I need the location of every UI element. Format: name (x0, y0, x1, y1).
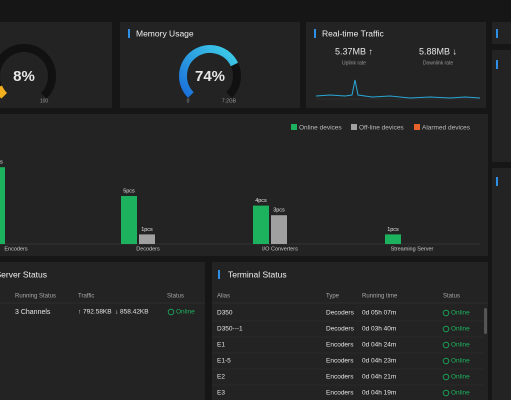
bar-label: 8pcs (0, 160, 3, 166)
status-icon (442, 341, 450, 349)
memory-panel (120, 22, 300, 108)
bar (385, 234, 401, 244)
column-header: Running time (362, 294, 398, 300)
status-icon (442, 357, 450, 365)
cell: E3 (217, 390, 225, 397)
gauge-track (0, 44, 56, 99)
cell: D350---1 (217, 326, 243, 333)
accent (314, 29, 316, 38)
uplink: 5.37MB ↑ (335, 46, 373, 56)
category-label: Streaming Server (391, 246, 434, 252)
memory-gauge (179, 45, 239, 98)
traffic-sparkline (315, 79, 481, 99)
status: Online (451, 342, 470, 349)
terminal-title: Terminal Status (228, 269, 287, 279)
legend-swatch (291, 124, 297, 130)
traffic-panel (306, 22, 486, 108)
category-label: I/O Converters (262, 246, 298, 252)
cpu-gauge (0, 85, 8, 99)
bar (253, 205, 269, 244)
cell: Decoders (326, 310, 355, 317)
cpu-label: 8% (13, 68, 35, 85)
side-panel (492, 50, 511, 162)
downlink-label: Downlink rate (423, 60, 454, 66)
status-icon (442, 325, 450, 333)
bar-label: 4pcs (255, 198, 267, 204)
cell: Encoders (326, 390, 354, 397)
legend-swatch (414, 124, 420, 130)
status: Online (451, 374, 470, 381)
bar-label: 1pcs (141, 227, 153, 233)
status-icon (167, 308, 175, 316)
media-panel (0, 262, 205, 400)
legend-swatch (351, 124, 357, 130)
cell: 3 Channels (15, 309, 51, 316)
downlink: 5.88MB ↓ (419, 46, 457, 56)
cell: ↑ 792.58KB (78, 309, 112, 316)
cell: 0d 04h 24m (362, 342, 396, 349)
bar (121, 196, 137, 244)
status: Online (451, 326, 470, 333)
legend-label: Alarmed devices (422, 125, 471, 132)
media-title: Media Server Status (0, 269, 47, 279)
column-header: Type (326, 294, 340, 300)
status: Online (176, 309, 195, 316)
accent (496, 60, 498, 69)
scrollbar[interactable] (484, 308, 487, 334)
bar (139, 234, 155, 244)
category-label: Encoders (4, 246, 27, 252)
cell: E1-5 (217, 358, 231, 365)
accent (496, 29, 498, 38)
memory-label: 74% (195, 68, 225, 85)
side-panel (492, 22, 511, 44)
bar (0, 167, 5, 244)
legend-label: Off-line devices (359, 125, 404, 132)
cell: 0d 04h 23m (362, 358, 396, 365)
side-panel (492, 168, 511, 400)
cell: 0d 03h 40m (362, 326, 396, 333)
status: Online (451, 358, 470, 365)
column-header: Traffic (78, 294, 94, 300)
cell: Decoders (326, 326, 355, 333)
cell: Encoders (326, 374, 354, 381)
status-icon (442, 389, 450, 397)
cell: 0d 05h 07m (362, 310, 396, 317)
accent (128, 29, 130, 38)
cell: D350 (217, 310, 233, 317)
cell: E1 (217, 342, 225, 349)
cell: 0d 04h 21m (362, 374, 396, 381)
memory-max: 7.2GB (222, 98, 237, 104)
column-header: Status (167, 294, 184, 300)
status: Online (451, 390, 470, 397)
status-icon (442, 309, 450, 317)
terminal-panel (212, 262, 488, 400)
cell: Encoders (326, 358, 354, 365)
status: Online (451, 310, 470, 317)
column-header: Status (443, 294, 460, 300)
bar-label: 5pcs (123, 188, 135, 194)
accent (496, 177, 498, 186)
legend-label: Online devices (299, 125, 342, 132)
accent (218, 270, 220, 279)
traffic-title: Real-time Traffic (322, 28, 384, 38)
cpu-panel (0, 22, 112, 108)
column-header: Running Status (15, 294, 56, 300)
memory-title: Memory Usage (136, 28, 194, 38)
cell: Encoders (326, 342, 354, 349)
bar-label: 1pcs (387, 227, 399, 233)
cell: 0d 04h 19m (362, 390, 396, 397)
devices-panel (0, 114, 488, 256)
bar-label: 3pcs (273, 208, 285, 214)
bar (271, 215, 287, 244)
uplink-label: Uplink rate (342, 60, 366, 66)
status-icon (442, 373, 450, 381)
cpu-max: 100 (40, 98, 49, 104)
cell: E2 (217, 374, 225, 381)
memory-min: 0 (187, 98, 190, 104)
column-header: Alias (217, 294, 230, 300)
category-label: Decoders (136, 246, 160, 252)
cell: ↓ 858.42KB (115, 309, 149, 316)
